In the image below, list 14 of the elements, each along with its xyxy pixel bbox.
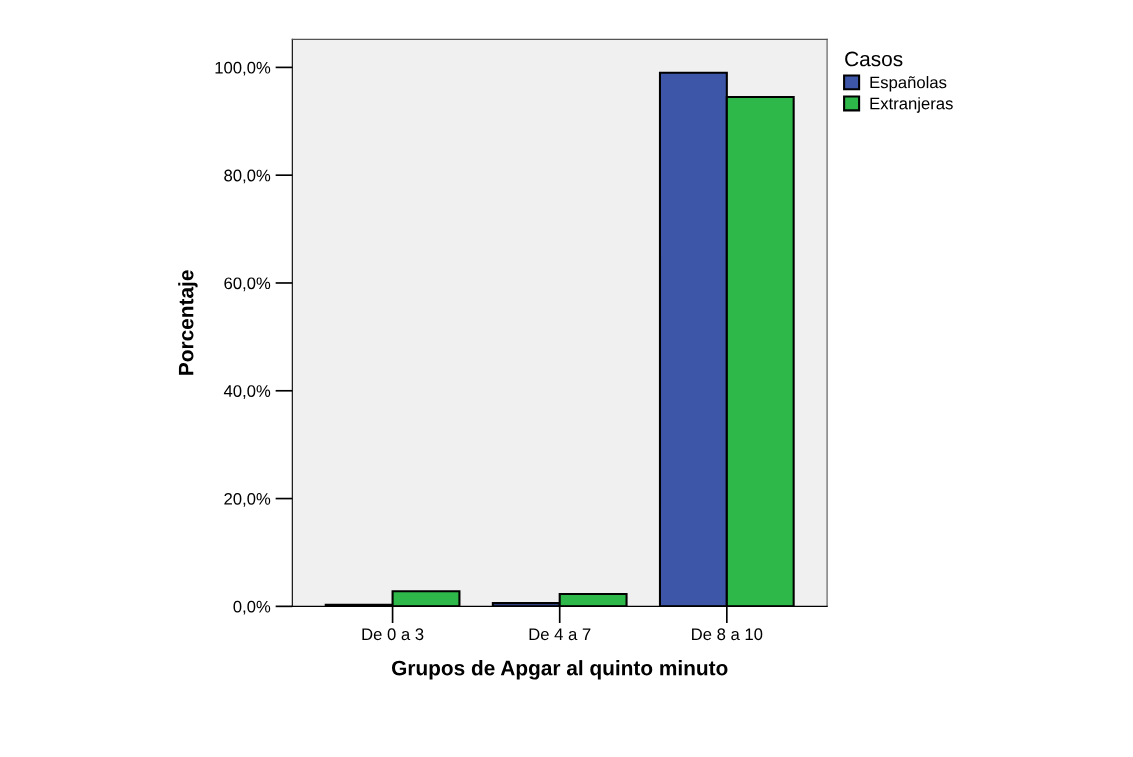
y-axis-title: Porcentaje [178,270,198,375]
x-tick-label: De 8 a 10 [692,628,763,641]
x-tick-label: De 4 a 7 [529,628,591,641]
legend-title: Casos [845,51,903,67]
x-axis-title: Grupos de Apgar al quinto minuto [391,660,728,680]
y-tick-label: 20,0% [224,492,271,507]
legend-label: Extranjeras [870,97,953,113]
y-tick-label: 100,0% [215,61,271,76]
legend-label: Españolas [870,76,947,92]
y-tick-label: 60,0% [224,277,271,292]
y-tick-label: 80,0% [224,169,271,184]
x-tick-label: De 0 a 3 [362,628,424,641]
y-tick-label: 0,0% [233,600,271,615]
y-tick-label: 40,0% [223,385,271,399]
